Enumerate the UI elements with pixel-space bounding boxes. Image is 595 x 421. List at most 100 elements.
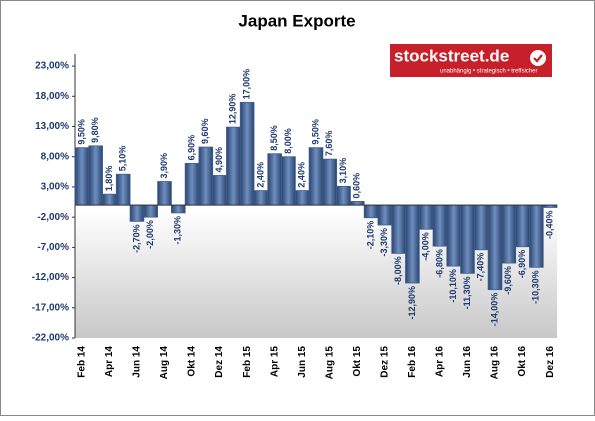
y-tick-label: 8,00% <box>41 151 69 162</box>
value-label: 7,60% <box>324 131 334 157</box>
bar <box>212 175 227 206</box>
bar <box>198 146 214 206</box>
bar <box>239 101 255 206</box>
value-label: -10,10% <box>448 269 458 303</box>
bar <box>253 190 269 206</box>
value-label: 6,90% <box>186 135 196 161</box>
value-label: 9,60% <box>200 119 210 145</box>
x-tick-label: Apr 15 <box>269 346 280 378</box>
logo-name: stockstreet.de <box>394 46 509 65</box>
x-tick-label: Jun 16 <box>462 346 473 378</box>
bar <box>363 204 379 219</box>
bar <box>102 193 117 206</box>
y-tick-label: -12,00% <box>32 272 69 283</box>
x-tick-label: Okt 16 <box>517 346 528 377</box>
value-label: 0,60% <box>352 173 362 199</box>
x-tick-label: Dez 14 <box>214 346 225 378</box>
value-label: 3,90% <box>159 153 169 179</box>
value-label: 4,90% <box>214 147 224 173</box>
bar <box>74 147 90 206</box>
bar <box>446 204 462 267</box>
value-label: 5,10% <box>118 146 128 172</box>
x-tick-label: Dez 16 <box>545 346 556 378</box>
value-label: -9,60% <box>503 266 513 295</box>
bar <box>350 201 365 206</box>
bar <box>501 204 517 264</box>
value-label: -1,30% <box>173 216 183 245</box>
y-tick-label: -2,00% <box>37 212 69 223</box>
value-label: -4,00% <box>421 232 431 261</box>
logo-tagline: unabhängig • strategisch • treffsicher <box>440 69 537 75</box>
value-label: -2,10% <box>365 221 375 250</box>
x-tick-label: Feb 16 <box>407 346 418 378</box>
value-label: 8,50% <box>269 125 279 151</box>
x-tick-label: Dez 15 <box>379 346 390 378</box>
x-tick-label: Feb 14 <box>77 346 88 378</box>
bar <box>418 204 434 230</box>
value-label: -7,40% <box>476 253 486 282</box>
bar <box>487 204 503 291</box>
value-label: -6,90% <box>517 250 527 279</box>
value-label: -11,30% <box>462 276 472 309</box>
value-label: -12,90% <box>407 286 417 320</box>
y-tick-label: 3,00% <box>41 182 69 193</box>
value-label: -2,00% <box>145 220 155 249</box>
value-label: -6,80% <box>434 249 444 278</box>
bar <box>170 204 186 214</box>
bar <box>405 204 420 284</box>
value-label: 2,40% <box>255 162 265 188</box>
bar <box>129 204 145 222</box>
bar <box>432 204 448 247</box>
value-label: -0,40% <box>544 210 554 239</box>
value-label: 2,40% <box>297 162 307 188</box>
value-label: 1,80% <box>104 166 114 192</box>
bar <box>115 173 131 206</box>
value-label: 3,10% <box>338 158 348 184</box>
value-label: -10,30% <box>531 270 541 304</box>
bar <box>529 204 544 268</box>
bar <box>308 147 324 206</box>
x-tick-label: Aug 14 <box>159 346 170 380</box>
x-tick-label: Jun 15 <box>297 346 308 378</box>
bar <box>184 162 200 206</box>
bar <box>157 181 172 206</box>
value-label: 17,00% <box>242 69 252 100</box>
logo-box <box>390 44 552 77</box>
x-tick-label: Jun 14 <box>132 346 143 378</box>
y-tick-label: -22,00% <box>32 333 69 344</box>
value-label: -8,00% <box>393 256 403 285</box>
x-tick-label: Aug 15 <box>324 346 335 380</box>
bar <box>460 204 475 274</box>
y-tick-label: 13,00% <box>35 121 69 132</box>
bar <box>391 204 406 254</box>
bar <box>281 156 296 206</box>
y-tick-label: 18,00% <box>35 91 69 102</box>
bar <box>226 126 241 206</box>
logo-check <box>533 54 543 63</box>
chart-title: Japan Exporte <box>238 11 355 30</box>
value-label: 9,80% <box>90 117 100 143</box>
bar <box>143 204 159 218</box>
x-tick-label: Apr 14 <box>104 346 115 378</box>
value-label: -2,70% <box>131 224 141 253</box>
x-tick-label: Feb 15 <box>242 346 253 378</box>
value-label: -3,30% <box>379 228 389 257</box>
value-label: 8,00% <box>283 128 293 154</box>
value-label: 12,90% <box>228 94 238 125</box>
value-label: 9,50% <box>76 119 86 145</box>
x-tick-label: Apr 16 <box>435 346 446 378</box>
bar <box>336 185 351 206</box>
x-tick-label: Okt 15 <box>352 346 363 377</box>
y-tick-label: -17,00% <box>32 302 69 313</box>
y-tick-label: -7,00% <box>37 242 69 253</box>
logo-icon <box>530 50 546 66</box>
value-label: 9,50% <box>310 119 320 145</box>
bar <box>515 204 530 248</box>
bar <box>322 158 338 206</box>
value-label: -14,00% <box>489 293 499 327</box>
bar <box>377 204 393 226</box>
bar <box>267 153 282 206</box>
x-tick-label: Aug 16 <box>490 346 501 380</box>
bar <box>294 190 310 206</box>
